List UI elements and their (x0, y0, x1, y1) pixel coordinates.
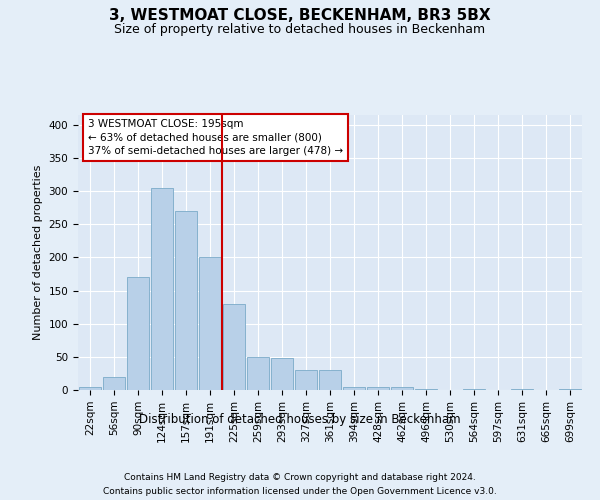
Bar (511, 388, 533, 390)
Bar (199, 258, 221, 390)
Bar (415, 388, 437, 390)
Bar (463, 388, 485, 390)
Bar (343, 386, 365, 390)
Bar (103, 376, 125, 390)
Bar (175, 211, 197, 390)
Text: 3, WESTMOAT CLOSE, BECKENHAM, BR3 5BX: 3, WESTMOAT CLOSE, BECKENHAM, BR3 5BX (109, 8, 491, 22)
Bar (319, 370, 341, 390)
Text: 3 WESTMOAT CLOSE: 195sqm
← 63% of detached houses are smaller (800)
37% of semi-: 3 WESTMOAT CLOSE: 195sqm ← 63% of detach… (88, 119, 343, 156)
Text: Size of property relative to detached houses in Beckenham: Size of property relative to detached ho… (115, 22, 485, 36)
Bar (151, 188, 173, 390)
Bar (223, 304, 245, 390)
Text: Distribution of detached houses by size in Beckenham: Distribution of detached houses by size … (139, 412, 461, 426)
Bar (247, 357, 269, 390)
Bar (367, 386, 389, 390)
Bar (79, 386, 101, 390)
Bar (391, 386, 413, 390)
Bar (559, 388, 581, 390)
Text: Contains public sector information licensed under the Open Government Licence v3: Contains public sector information licen… (103, 488, 497, 496)
Bar (127, 278, 149, 390)
Bar (271, 358, 293, 390)
Y-axis label: Number of detached properties: Number of detached properties (33, 165, 43, 340)
Bar (295, 370, 317, 390)
Text: Contains HM Land Registry data © Crown copyright and database right 2024.: Contains HM Land Registry data © Crown c… (124, 472, 476, 482)
